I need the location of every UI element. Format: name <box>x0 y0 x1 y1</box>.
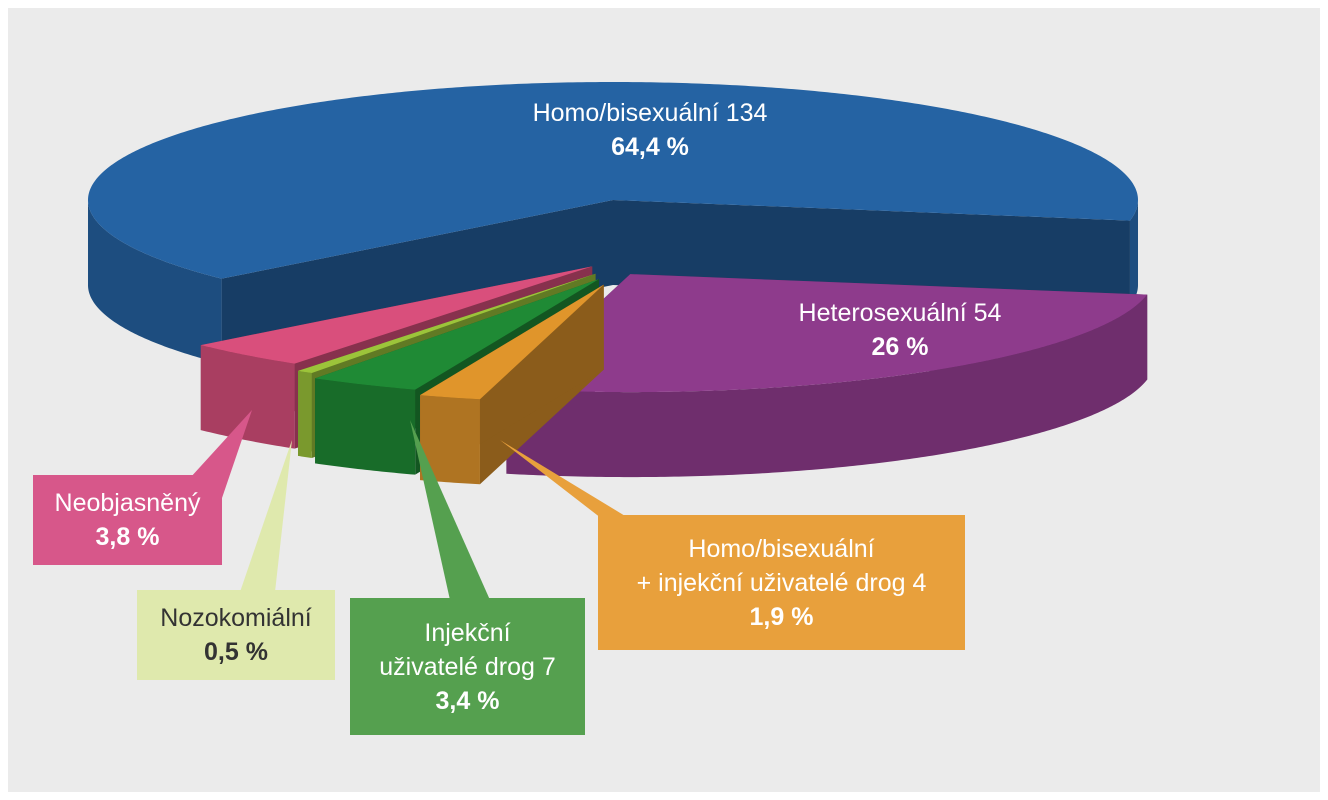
slice <box>88 82 1138 279</box>
value-label: 0,5 % <box>204 638 268 666</box>
category-label: Homo/bisexuální 134 <box>532 99 768 127</box>
slice <box>315 279 599 390</box>
slice-label: Homo/bisexuální 134 64,4 % <box>440 85 860 175</box>
slice-wall <box>200 345 295 449</box>
slice <box>200 266 593 364</box>
slice-wall <box>315 378 416 475</box>
category-label: Neobjasněný <box>54 489 201 517</box>
value-label: 1,9 % <box>749 602 814 631</box>
value-label: 26 % <box>871 333 929 361</box>
slice-wall <box>298 370 312 458</box>
slice-label: Nozokomiální 0,5 % <box>137 590 335 680</box>
value-label: 3,8 % <box>95 523 160 551</box>
slice-wall <box>506 294 1148 478</box>
value-label: 64,4 % <box>611 133 689 161</box>
label-pointer <box>500 440 640 525</box>
slice-wall <box>88 200 222 364</box>
category-label: Heterosexuální 54 <box>798 299 1002 327</box>
slice <box>506 274 1148 393</box>
slice-label: Neobjasněný 3,8 % <box>33 475 222 565</box>
category-label: Homo/bisexuální + injekční uživatelé dro… <box>636 534 927 597</box>
slice-label: Injekční uživatelé drog 7 3,4 % <box>350 598 585 735</box>
slice-wall <box>420 395 480 485</box>
value-label: 3,4 % <box>435 686 500 715</box>
slice-label: Homo/bisexuální + injekční uživatelé dro… <box>598 515 965 650</box>
slice <box>298 273 596 373</box>
slice <box>420 284 604 400</box>
slice-wall <box>1129 200 1138 306</box>
label-pointer <box>410 420 490 600</box>
category-label: Injekční uživatelé drog 7 <box>379 618 556 681</box>
label-pointer <box>240 440 292 592</box>
category-label: Nozokomiální <box>160 604 312 632</box>
slice-label: Heterosexuální 54 26 % <box>720 285 1080 375</box>
